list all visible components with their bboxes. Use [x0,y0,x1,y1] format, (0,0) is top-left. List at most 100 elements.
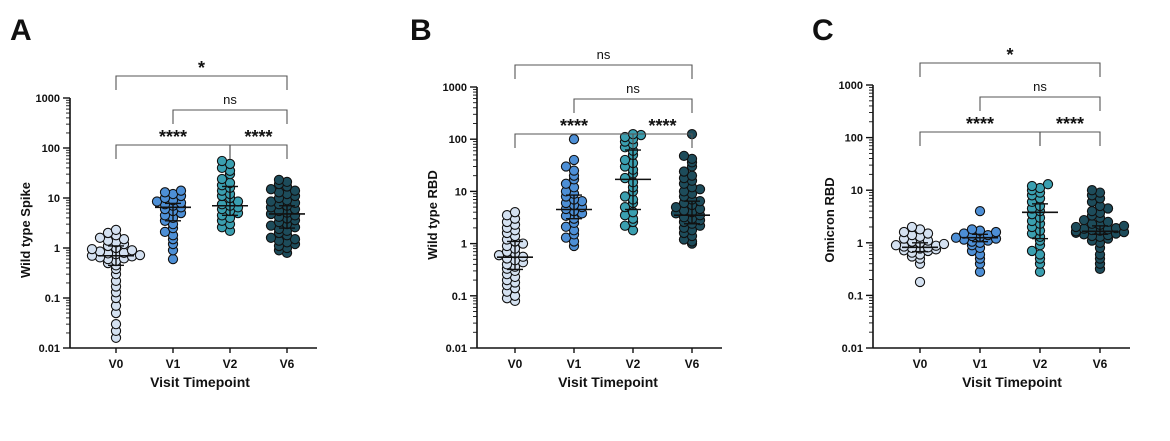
significance-bracket: **** [229,127,288,159]
data-point [950,232,962,243]
series-v2 [212,155,248,237]
bracket-line [229,144,288,159]
data-point [922,228,934,239]
y-tick-label: 1000 [839,80,863,92]
bracket-label: **** [159,127,187,147]
data-point [560,221,572,232]
y-tick-label: 0.01 [39,343,60,355]
bracket-label: * [198,58,205,78]
y-tick-label: 0.1 [452,291,467,303]
y-tick-label: 0.01 [446,343,467,355]
data-point [1026,245,1038,257]
significance-bracket: * [919,45,1101,77]
data-point [966,224,978,235]
bracket-line [172,109,288,124]
data-point [273,174,285,186]
significance-bracket: * [115,58,288,90]
data-point [906,221,918,233]
x-tick-label: V0 [508,357,523,371]
data-point [110,224,122,236]
y-tick-label: 0.1 [848,290,863,302]
panel-b: B 0.01 0.1 1 10 100 1000 Wild type RBD V0 V1 V2 V6 V… [410,14,722,390]
series-v0 [86,224,146,343]
x-axis-label: Visit Timepoint [558,374,658,390]
y-axis-label: Omicron RBD [822,177,837,262]
series-v0 [493,207,533,307]
x-tick-label: V6 [1093,357,1108,371]
bracket-line [1039,131,1101,146]
panel-label: A [10,14,32,47]
bracket-line [514,64,693,79]
data-point [265,232,277,243]
data-point [110,318,122,330]
data-point [216,155,228,167]
data-point [289,185,301,196]
bracket-line [115,75,288,90]
bracket-label: **** [1056,114,1084,134]
panel-c: C 0.01 0.1 1 10 100 1000 Omicron RBD V0 V1 V2 V6 Vis… [812,14,1130,390]
y-axis-label: Wild type RBD [425,170,440,259]
bracket-line [919,131,1041,146]
series-v6 [1070,185,1130,274]
data-point [619,191,631,202]
significance-bracket: ns [514,47,693,79]
y-tick-label: 1000 [443,82,467,94]
data-point [568,165,580,176]
bracket-label: ns [626,81,640,96]
data-point [568,154,580,166]
x-tick-label: V6 [685,357,700,371]
data-point [1118,220,1130,232]
bracket-label: ns [597,47,611,62]
significance-bracket: **** [115,127,231,159]
bracket-label: **** [560,116,588,136]
data-point [118,234,130,245]
data-point [509,207,521,218]
x-tick-label: V2 [1033,357,1048,371]
series-v1 [556,134,592,252]
data-point [1070,221,1082,233]
significance-bracket: **** [1039,114,1101,146]
bracket-label: ns [1033,79,1047,94]
bracket-line [573,98,693,113]
data-point [898,226,910,238]
data-point [86,243,98,255]
series-v6 [265,174,305,258]
bracket-label: ns [223,92,237,107]
data-point [167,253,179,265]
y-tick-label: 1 [857,238,863,250]
bracket-label: * [1006,45,1013,65]
data-point [678,166,690,177]
data-point [938,238,950,250]
bracket-label: **** [244,127,272,147]
significance-bracket: ns [172,92,288,124]
data-point [159,187,171,198]
data-point [619,172,631,184]
significance-bracket: ns [979,79,1101,111]
y-tick-label: 10 [455,186,467,198]
x-tick-label: V0 [109,357,124,371]
x-tick-label: V1 [973,357,988,371]
y-tick-label: 100 [845,133,863,145]
bracket-line [919,62,1101,77]
data-point [1026,180,1038,192]
bracket-label: **** [648,116,676,136]
data-point [560,161,572,172]
panel-label: C [812,14,834,47]
y-tick-label: 1 [54,243,60,255]
panel-label: B [410,14,432,47]
y-axis-label: Wild type Spike [18,182,33,278]
y-tick-label: 10 [851,185,863,197]
data-point [1042,179,1054,190]
y-tick-label: 0.1 [45,293,60,305]
data-point [670,201,682,213]
data-point [175,185,187,196]
x-tick-label: V1 [166,357,181,371]
x-axis-label: Visit Timepoint [962,374,1062,390]
data-point [890,240,902,251]
panel-a: A 0.01 0.1 1 10 100 1000 Wild type Spike V0 V1 V2 V… [10,14,317,390]
y-tick-label: 0.01 [842,343,863,355]
data-point [619,154,631,166]
bracket-line [979,96,1101,111]
